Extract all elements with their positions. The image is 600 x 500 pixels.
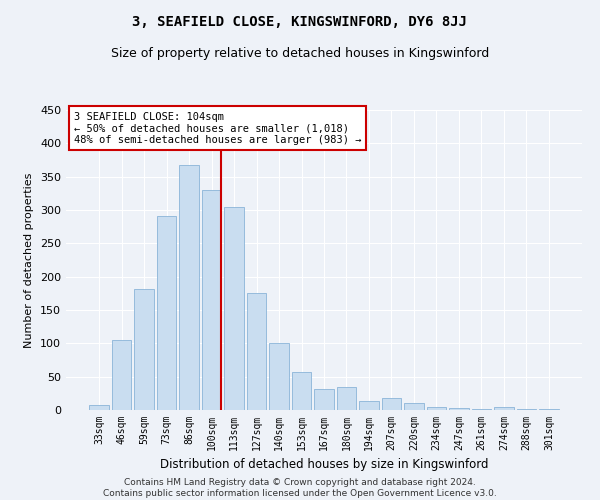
Bar bbox=[517, 408, 536, 410]
Text: Size of property relative to detached houses in Kingswinford: Size of property relative to detached ho… bbox=[111, 48, 489, 60]
Y-axis label: Number of detached properties: Number of detached properties bbox=[25, 172, 34, 348]
Bar bbox=[157, 216, 176, 410]
Text: 3 SEAFIELD CLOSE: 104sqm
← 50% of detached houses are smaller (1,018)
48% of sem: 3 SEAFIELD CLOSE: 104sqm ← 50% of detach… bbox=[74, 112, 361, 144]
Bar bbox=[449, 408, 469, 410]
Bar bbox=[224, 206, 244, 410]
Bar bbox=[247, 294, 266, 410]
Bar bbox=[292, 372, 311, 410]
Bar bbox=[404, 404, 424, 410]
Bar bbox=[202, 190, 221, 410]
X-axis label: Distribution of detached houses by size in Kingswinford: Distribution of detached houses by size … bbox=[160, 458, 488, 471]
Bar bbox=[89, 404, 109, 410]
Bar bbox=[337, 386, 356, 410]
Bar bbox=[382, 398, 401, 410]
Bar bbox=[494, 408, 514, 410]
Bar bbox=[427, 406, 446, 410]
Bar bbox=[269, 344, 289, 410]
Bar bbox=[134, 290, 154, 410]
Bar bbox=[112, 340, 131, 410]
Text: 3, SEAFIELD CLOSE, KINGSWINFORD, DY6 8JJ: 3, SEAFIELD CLOSE, KINGSWINFORD, DY6 8JJ bbox=[133, 15, 467, 29]
Bar bbox=[179, 166, 199, 410]
Text: Contains HM Land Registry data © Crown copyright and database right 2024.
Contai: Contains HM Land Registry data © Crown c… bbox=[103, 478, 497, 498]
Bar bbox=[359, 400, 379, 410]
Bar bbox=[314, 390, 334, 410]
